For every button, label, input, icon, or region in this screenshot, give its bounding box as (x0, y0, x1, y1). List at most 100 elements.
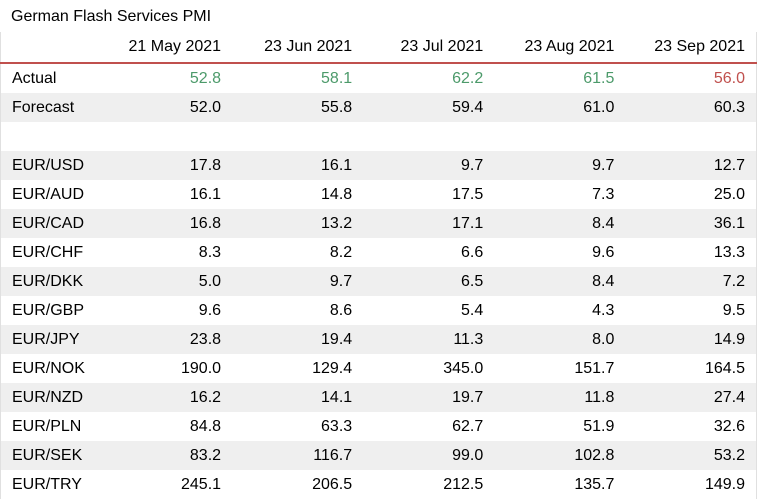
table-row: EUR/JPY 23.8 19.4 11.3 8.0 14.9 (0, 325, 757, 354)
spacer-row (0, 122, 757, 151)
pair-value: 63.3 (321, 418, 353, 435)
pair-value: 5.0 (198, 273, 222, 290)
pair-label: EUR/JPY (12, 331, 80, 348)
pair-value: 99.0 (452, 447, 484, 464)
pair-label: EUR/CAD (12, 215, 85, 232)
pair-label: EUR/NZD (12, 389, 84, 406)
pair-value: 164.5 (704, 360, 745, 377)
pair-value: 11.3 (453, 331, 484, 348)
table-row: EUR/PLN 84.8 63.3 62.7 51.9 32.6 (0, 412, 757, 441)
pair-value: 84.8 (189, 418, 222, 435)
table-row: EUR/GBP 9.6 8.6 5.4 4.3 9.5 (0, 296, 757, 325)
table-row: EUR/DKK 5.0 9.7 6.5 8.4 7.2 (0, 267, 757, 296)
pair-value: 8.0 (592, 331, 615, 348)
pair-value: 17.8 (189, 157, 222, 174)
pair-label: EUR/GBP (12, 302, 85, 319)
pair-value: 53.2 (713, 447, 745, 464)
pair-value: 9.7 (592, 157, 615, 174)
pair-value: 36.1 (713, 215, 745, 232)
pair-value: 13.2 (321, 215, 353, 232)
actual-value: 62.2 (452, 70, 484, 87)
actual-value: 56.0 (713, 70, 745, 87)
pair-value: 4.3 (592, 302, 615, 319)
pair-value: 8.4 (592, 273, 615, 290)
pair-value: 16.2 (189, 389, 222, 406)
pair-label: EUR/DKK (12, 273, 84, 290)
table-row: EUR/NZD 16.2 14.1 19.7 11.8 27.4 (0, 383, 757, 412)
pair-value: 9.7 (461, 157, 484, 174)
pair-value: 17.5 (452, 186, 484, 203)
pair-value: 27.4 (713, 389, 745, 406)
row-label: Forecast (12, 99, 75, 116)
table-row: EUR/AUD 16.1 14.8 17.5 7.3 25.0 (0, 180, 757, 209)
forecast-value: 55.8 (321, 99, 353, 116)
pair-value: 12.7 (713, 157, 745, 174)
pair-value: 9.7 (329, 273, 353, 290)
spacer-cell (1, 122, 757, 151)
table-row: EUR/CAD 16.8 13.2 17.1 8.4 36.1 (0, 209, 757, 238)
table-row: EUR/SEK 83.2 116.7 99.0 102.8 53.2 (0, 441, 757, 470)
pair-value: 8.2 (329, 244, 353, 261)
pair-value: 245.1 (181, 476, 222, 493)
header-cell: 21 May 2021 (128, 38, 222, 55)
actual-value: 58.1 (321, 70, 353, 87)
pair-value: 16.1 (321, 157, 353, 174)
actual-row: Actual 52.8 58.1 62.2 61.5 56.0 (0, 63, 757, 93)
pair-value: 19.4 (321, 331, 353, 348)
forecast-value: 52.0 (189, 99, 222, 116)
pair-value: 16.1 (189, 186, 222, 203)
forecast-row: Forecast 52.0 55.8 59.4 61.0 60.3 (0, 93, 757, 122)
pair-value: 51.9 (583, 418, 615, 435)
pair-label: EUR/TRY (12, 476, 82, 493)
actual-value: 61.5 (583, 70, 615, 87)
pair-value: 7.2 (722, 273, 745, 290)
pair-label: EUR/PLN (12, 418, 82, 435)
forecast-value: 59.4 (452, 99, 484, 116)
pair-value: 9.6 (198, 302, 222, 319)
pair-value: 149.9 (704, 476, 745, 493)
pair-value: 9.5 (722, 302, 745, 319)
pair-value: 5.4 (461, 302, 484, 319)
pair-value: 6.5 (461, 273, 484, 290)
table-row: EUR/USD 17.8 16.1 9.7 9.7 12.7 (0, 151, 757, 180)
pair-value: 102.8 (574, 447, 615, 464)
header-cell: 23 Jun 2021 (264, 38, 353, 55)
header-cell: 23 Jul 2021 (400, 38, 484, 55)
pair-value: 6.6 (461, 244, 484, 261)
pair-value: 8.3 (198, 244, 222, 261)
pair-value: 13.3 (713, 244, 745, 261)
pair-value: 116.7 (313, 447, 353, 464)
table-row: EUR/TRY 245.1 206.5 212.5 135.7 149.9 (0, 470, 757, 499)
pair-value: 190.0 (181, 360, 222, 377)
pair-label: EUR/USD (12, 157, 85, 174)
table-row: EUR/NOK 190.0 129.4 345.0 151.7 164.5 (0, 354, 757, 383)
table-row: EUR/CHF 8.3 8.2 6.6 9.6 13.3 (0, 238, 757, 267)
pair-value: 129.4 (312, 360, 353, 377)
pair-value: 62.7 (452, 418, 484, 435)
pair-label: EUR/CHF (12, 244, 84, 261)
pair-value: 17.1 (452, 215, 484, 232)
pair-label: EUR/NOK (12, 360, 85, 377)
pair-value: 14.1 (321, 389, 353, 406)
pair-value: 14.9 (713, 331, 745, 348)
pair-value: 8.6 (329, 302, 353, 319)
pair-value: 212.5 (443, 476, 484, 493)
pair-value: 11.8 (584, 389, 615, 406)
pair-value: 206.5 (312, 476, 353, 493)
pair-value: 8.4 (592, 215, 615, 232)
pair-value: 16.8 (189, 215, 222, 232)
table-title: German Flash Services PMI (11, 8, 212, 25)
actual-value: 52.8 (189, 70, 222, 87)
forecast-value: 60.3 (713, 99, 745, 116)
pair-value: 135.7 (574, 476, 615, 493)
pair-label: EUR/AUD (12, 186, 85, 203)
header-cell (1, 32, 101, 63)
row-label: Actual (12, 70, 57, 87)
header-cell: 23 Sep 2021 (654, 38, 745, 55)
pair-value: 9.6 (592, 244, 615, 261)
pair-value: 151.7 (574, 360, 615, 377)
pair-value: 19.7 (452, 389, 484, 406)
header-cell: 23 Aug 2021 (524, 38, 615, 55)
pair-value: 32.6 (713, 418, 745, 435)
header-row: 21 May 2021 23 Jun 2021 23 Jul 2021 23 A… (0, 32, 757, 63)
